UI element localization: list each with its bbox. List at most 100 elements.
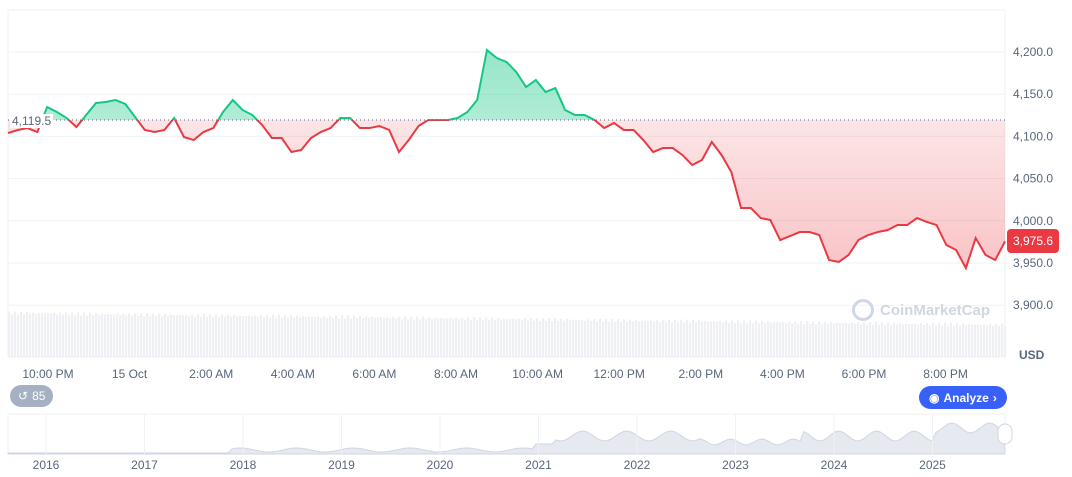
volume-bar: [374, 317, 377, 357]
volume-bar: [722, 322, 725, 357]
volume-bar: [296, 315, 299, 357]
volume-bar: [494, 319, 497, 357]
volume-bar: [662, 319, 665, 357]
volume-bar: [977, 324, 980, 357]
volume-bar: [902, 324, 905, 357]
volume-bar: [809, 324, 812, 357]
year-tick-label: 2016: [33, 458, 60, 472]
volume-bar: [563, 320, 566, 357]
volume-bar: [647, 320, 650, 357]
volume-bar: [203, 314, 206, 357]
volume-bar: [716, 321, 719, 357]
volume-bar: [209, 314, 212, 357]
volume-bar: [821, 324, 824, 357]
volume-bar: [86, 315, 89, 357]
volume-bar: [587, 319, 590, 357]
x-tick-label: 6:00 AM: [352, 367, 396, 381]
volume-bar: [194, 316, 197, 357]
volume-bar: [983, 324, 986, 357]
history-button[interactable]: ↺ 85: [10, 385, 54, 407]
volume-bar: [443, 318, 446, 357]
volume-bar: [410, 316, 413, 357]
volume-bar: [683, 322, 686, 357]
volume-bar: [173, 315, 176, 357]
volume-bar: [470, 320, 473, 357]
volume-bar: [578, 319, 581, 357]
volume-bar: [293, 317, 296, 357]
analyze-button[interactable]: ◉ Analyze ›: [919, 386, 1007, 409]
volume-bar: [68, 315, 71, 357]
volume-bar: [416, 316, 419, 357]
year-tick-label: 2019: [328, 458, 355, 472]
volume-bar: [608, 321, 611, 357]
volume-bar: [536, 317, 539, 357]
x-tick-label: 10:00 AM: [512, 367, 563, 381]
volume-bar: [998, 326, 1001, 357]
volume-bar: [896, 324, 899, 357]
volume-bar: [842, 322, 845, 357]
volume-bar: [524, 318, 527, 357]
volume-bar: [500, 319, 503, 357]
volume-bar: [365, 316, 368, 357]
volume-bar: [281, 317, 284, 357]
volume-bar: [77, 312, 80, 357]
volume-bar: [122, 313, 125, 357]
history-icon: ↺: [18, 389, 29, 403]
volume-bar: [323, 316, 326, 357]
volume-bar: [782, 321, 785, 357]
volume-bar: [389, 318, 392, 357]
volume-bar: [746, 323, 749, 357]
volume-bar: [569, 320, 572, 357]
volume-bar: [224, 316, 227, 357]
volume-bar: [695, 322, 698, 357]
volume-bar: [884, 324, 887, 357]
volume-bar: [320, 317, 323, 357]
volume-bar: [29, 314, 32, 357]
volume-bar: [740, 323, 743, 357]
volume-bar: [125, 315, 128, 357]
volume-bar: [479, 317, 482, 357]
volume-bar: [581, 319, 584, 357]
volume-bar: [104, 314, 107, 357]
y-tick-label: 3,900.0: [1013, 298, 1053, 312]
volume-bar: [908, 323, 911, 357]
year-tick-label: 2017: [131, 458, 158, 472]
volume-bar: [65, 312, 68, 357]
volume-bar: [860, 324, 863, 357]
volume-bar: [791, 323, 794, 357]
volume-bar: [467, 317, 470, 357]
volume-bar: [560, 318, 563, 357]
volume-bar: [725, 320, 728, 357]
volume-bar: [257, 316, 260, 357]
navigator-handle[interactable]: [997, 423, 1013, 445]
volume-bar: [545, 321, 548, 357]
volume-bar: [356, 318, 359, 357]
volume-bar: [338, 318, 341, 357]
volume-bar: [758, 323, 761, 357]
volume-bar: [839, 323, 842, 357]
volume-bar: [803, 324, 806, 357]
volume-bar: [326, 317, 329, 357]
volume-bar: [92, 315, 95, 357]
volume-bar: [347, 315, 350, 357]
volume-bar: [218, 317, 221, 357]
volume-bar: [914, 323, 917, 357]
volume-bar: [749, 320, 752, 357]
volume-bar: [164, 314, 167, 357]
volume-bar: [833, 323, 836, 357]
volume-bar: [815, 324, 818, 357]
volume-bar: [602, 321, 605, 357]
volume-bar: [551, 320, 554, 357]
volume-bar: [632, 321, 635, 357]
volume-bar: [887, 322, 890, 357]
y-tick-label: 4,000.0: [1013, 214, 1053, 228]
volume-bar: [827, 323, 830, 357]
volume-bar: [611, 318, 614, 357]
volume-bar: [668, 319, 671, 357]
volume-bar: [698, 320, 701, 357]
volume-bar: [767, 321, 770, 357]
volume-bar: [458, 319, 461, 357]
volume-bar: [674, 319, 677, 357]
volume-bar: [848, 323, 851, 357]
